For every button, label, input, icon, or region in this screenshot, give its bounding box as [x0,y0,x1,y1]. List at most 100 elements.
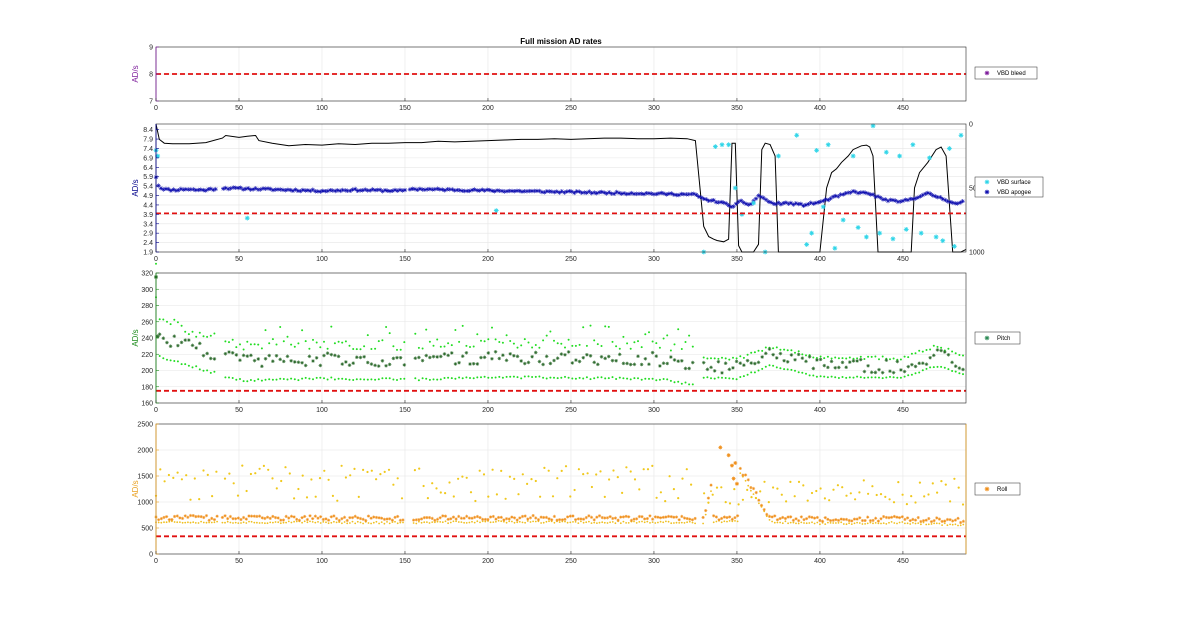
roll-high-point [961,503,965,506]
apogee-point [950,200,955,205]
pitch-low-point [534,375,537,378]
roll-low-point [694,522,696,525]
roll-high-point [672,488,676,491]
apogee-point [793,201,799,206]
pitch-high-point [721,356,723,359]
pitch-low-point [516,376,519,379]
roll-low-point [835,522,837,524]
pitch-high-point [224,340,227,343]
pitch-low-point [392,378,395,381]
roll-point [473,515,477,519]
apogee-point [634,191,639,197]
pitch-low-point [480,376,482,379]
roll-point [292,515,296,519]
roll-low-point [590,522,593,524]
pitch-low-point [195,365,198,368]
roll-high-point [180,478,183,481]
roll-high-point [849,492,852,495]
pitch-low-point [874,376,877,379]
pitch-high-point [330,325,333,328]
roll-point [651,517,655,521]
pitch-point [895,359,900,364]
pitch-low-point [786,368,789,371]
roll-low-point [882,522,885,524]
roll-point [826,517,830,521]
roll-point [627,515,631,519]
roll-point [592,518,596,522]
pitch-low-point [728,377,731,380]
roll-point [414,518,418,522]
pitch-low-point [388,377,391,380]
pitch-point [946,353,951,357]
pitch-low-point [399,377,402,380]
roll-low-point [866,522,869,525]
pitch-high-point [910,352,913,355]
surface-point [832,245,838,251]
roll-low-point [619,522,622,525]
pitch-high-point [892,357,895,360]
roll-high-point [599,470,602,473]
roll-point [603,516,607,520]
roll-low-point [829,522,832,524]
pitch-low-point [637,377,639,380]
roll-high-point [383,470,386,473]
pitch-point [238,358,242,362]
pitch-point [690,360,695,365]
apogee-point [579,190,584,195]
pitch-low-point [878,376,880,379]
roll-high-point [888,498,891,501]
pitch-low-point [476,376,479,379]
roll-point [903,517,907,521]
pitch-low-point [377,378,380,381]
roll-low-point [880,522,882,525]
surface-point [903,227,909,232]
roll-low-point [508,520,511,523]
pitch-point [829,359,834,364]
roll-point [733,516,737,520]
pitch-low-point [454,377,457,380]
roll-low-point [242,521,245,524]
roll-high-point [176,471,179,474]
roll-high-point [318,477,322,480]
pitch-high-point [918,349,921,352]
roll-high-point [336,499,339,502]
roll-point [263,516,267,521]
pitch-low-point [881,377,884,380]
apogee-point [240,187,246,192]
roll-point [685,516,689,521]
roll-high-point [892,501,896,504]
apogee-point [838,192,843,197]
pitch-point [402,363,407,367]
pitch-high-point [396,348,398,351]
apogee-point [843,191,848,196]
roll-low-point [874,522,877,524]
pitch-point [249,353,253,358]
roll-low-point [444,520,447,523]
roll-high-point [426,497,429,500]
pitch-low-point [633,377,636,380]
roll-low-point [513,521,516,524]
pitch-point [417,355,421,360]
roll-high-point [375,478,378,481]
pitch-low-point [355,378,358,381]
roll-low-point [667,520,670,523]
pitch-high-point [348,344,351,347]
roll-low-point [720,521,723,524]
roll-high-point [215,470,218,473]
roll-point [207,518,211,522]
apogee-point [248,187,253,192]
x-tick-label: 300 [648,256,660,263]
apogee-point [821,198,826,204]
pitch-high-point [538,346,541,349]
roll-low-point [452,520,455,523]
pitch-high-point [323,340,325,343]
roll-low-point [712,521,715,524]
roll-high-point [349,474,352,477]
apogee-point [903,197,908,202]
roll-low-point [734,520,736,522]
roll-low-point [784,520,787,523]
apogee-point [738,198,744,203]
pitch-high-point [589,324,592,327]
roll-point [377,516,381,520]
pitch-low-point [231,377,234,379]
